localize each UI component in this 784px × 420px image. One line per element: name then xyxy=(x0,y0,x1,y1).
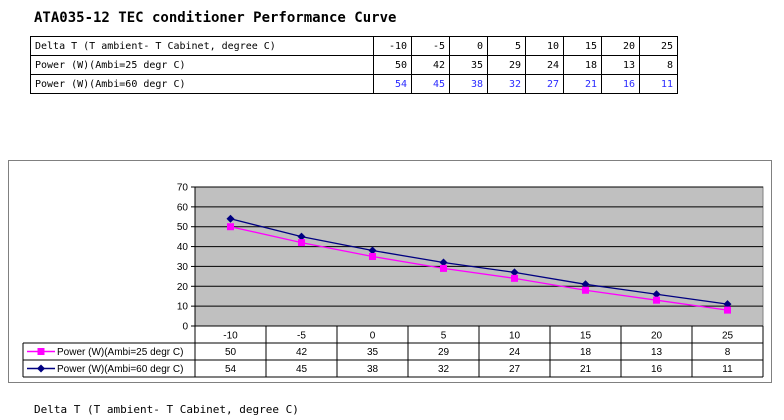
data-point xyxy=(723,300,732,309)
legend-marker xyxy=(37,364,45,373)
table-cell: 10 xyxy=(525,36,564,56)
table-cell: 45 xyxy=(411,74,450,94)
y-tick-label: 10 xyxy=(177,302,189,313)
table-cell: -10 xyxy=(373,36,412,56)
y-tick-label: 60 xyxy=(177,202,189,213)
data-label: 27 xyxy=(509,364,521,375)
table-cell: 25 xyxy=(639,36,678,56)
plot-background xyxy=(194,186,764,327)
table-cell: 8 xyxy=(639,55,678,75)
line-chart: 0 10 20 30 40 50 60 70 -10 -5 0 5 10 15 20 25 Power (W)(… xyxy=(22,183,764,378)
legend-label: Power (W)(Ambi=25 degr C) xyxy=(57,347,183,358)
table-cell: 21 xyxy=(563,74,602,94)
data-label: 29 xyxy=(438,347,450,358)
table-cell: 20 xyxy=(601,36,640,56)
data-label: 8 xyxy=(725,347,731,358)
table-cell: 27 xyxy=(525,74,564,94)
table-cell: 42 xyxy=(411,55,450,75)
table-cell: 35 xyxy=(449,55,488,75)
table-cell: 0 xyxy=(449,36,488,56)
table-cell: 32 xyxy=(487,74,526,94)
table-cell: 38 xyxy=(449,74,488,94)
table-cell: 16 xyxy=(601,74,640,94)
table-row: Delta T (T ambient- T Cabinet, degree C)… xyxy=(30,36,678,56)
data-point xyxy=(226,214,235,223)
table-cell: 24 xyxy=(525,55,564,75)
x-tick-label: 15 xyxy=(580,331,592,342)
page-title: ATA035-12 TEC conditioner Performance Cu… xyxy=(34,10,397,26)
y-tick-label: 50 xyxy=(177,222,189,233)
legend-label: Power (W)(Ambi=60 degr C) xyxy=(57,364,183,375)
table-row: Power (W)(Ambi=25 degr C) 50 42 35 29 24… xyxy=(30,55,678,75)
data-label: 11 xyxy=(722,364,733,375)
row-label: Delta T (T ambient- T Cabinet, degree C) xyxy=(30,36,374,56)
data-label: 38 xyxy=(367,364,379,375)
data-point xyxy=(298,239,305,247)
data-label: 50 xyxy=(225,347,237,358)
table-cell: -5 xyxy=(411,36,450,56)
data-point xyxy=(511,274,518,282)
data-point xyxy=(439,258,448,267)
table-cell: 18 xyxy=(563,55,602,75)
row-label: Power (W)(Ambi=60 degr C) xyxy=(30,74,374,94)
x-tick-label: -10 xyxy=(223,331,238,342)
data-label: 32 xyxy=(438,364,450,375)
data-point xyxy=(440,264,447,272)
data-label: 16 xyxy=(651,364,663,375)
x-tick-label: 25 xyxy=(722,331,734,342)
table-cell: 15 xyxy=(563,36,602,56)
x-axis-label: Delta T (T ambient- T Cabinet, degree C) xyxy=(34,403,299,416)
data-point xyxy=(510,268,519,277)
y-tick-label: 30 xyxy=(177,262,189,273)
chart-area: 0 10 20 30 40 50 60 70 -10 -5 0 5 10 15 20 25 Power (W)(… xyxy=(8,160,772,383)
table-cell: 29 xyxy=(487,55,526,75)
x-tick-label: 5 xyxy=(441,331,447,342)
data-point xyxy=(582,286,589,294)
data-point xyxy=(652,290,661,299)
y-tick-label: 0 xyxy=(182,322,188,333)
data-label: 45 xyxy=(296,364,308,375)
data-label: 18 xyxy=(580,347,592,358)
data-label: 35 xyxy=(367,347,379,358)
data-point xyxy=(227,223,234,231)
table-cell: 13 xyxy=(601,55,640,75)
table-cell: 11 xyxy=(639,74,678,94)
series-line xyxy=(230,226,728,311)
x-tick-label: -5 xyxy=(297,331,306,342)
row-label: Power (W)(Ambi=25 degr C) xyxy=(30,55,374,75)
legend-marker xyxy=(37,348,45,355)
data-label: 13 xyxy=(651,347,663,358)
x-tick-label: 20 xyxy=(651,331,663,342)
data-point xyxy=(368,246,377,255)
x-tick-label: 10 xyxy=(509,331,521,342)
data-point xyxy=(297,232,306,241)
data-label: 54 xyxy=(225,364,237,375)
y-tick-label: 70 xyxy=(177,183,189,194)
data-label: 21 xyxy=(580,364,592,375)
data-point xyxy=(581,280,590,289)
table-cell: 50 xyxy=(373,55,412,75)
data-point xyxy=(653,296,660,304)
y-tick-label: 40 xyxy=(177,242,189,253)
table-row: Power (W)(Ambi=60 degr C) 54 45 38 32 27… xyxy=(30,74,678,94)
data-point xyxy=(369,253,376,260)
x-tick-label: 0 xyxy=(370,331,376,342)
data-label: 42 xyxy=(296,347,308,358)
y-tick-label: 20 xyxy=(177,282,189,293)
data-table: Delta T (T ambient- T Cabinet, degree C)… xyxy=(30,36,678,94)
table-cell: 54 xyxy=(373,74,412,94)
data-point xyxy=(724,306,731,314)
series-line xyxy=(230,218,728,305)
table-cell: 5 xyxy=(487,36,526,56)
data-label: 24 xyxy=(509,347,521,358)
